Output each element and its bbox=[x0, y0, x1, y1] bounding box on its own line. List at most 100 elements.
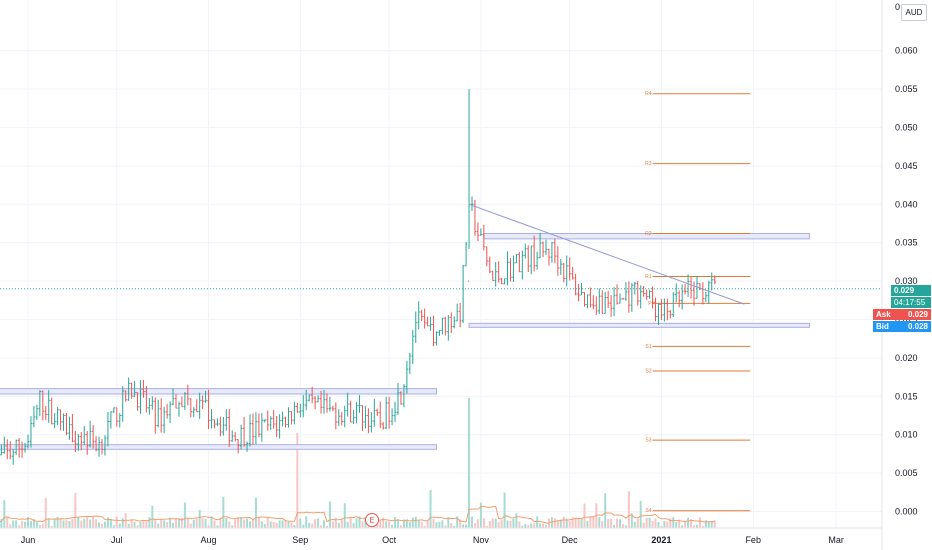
volume-bar bbox=[545, 524, 547, 528]
axis-top-partial: 0 bbox=[895, 2, 901, 12]
volume-bar bbox=[479, 502, 482, 528]
volume-bar bbox=[713, 520, 716, 528]
volume-bar bbox=[53, 519, 56, 528]
time-tick-label: Nov bbox=[473, 535, 490, 545]
volume-bar bbox=[382, 517, 385, 528]
volume-bar bbox=[704, 520, 707, 528]
volume-bar bbox=[636, 518, 639, 528]
volume-bar bbox=[296, 433, 299, 528]
volume-bar bbox=[302, 524, 305, 528]
volume-bar bbox=[660, 525, 663, 528]
volume-bar bbox=[559, 519, 562, 528]
volume-bar bbox=[177, 519, 180, 528]
volume-bar bbox=[325, 525, 328, 528]
volume-bar bbox=[198, 509, 201, 528]
volume-bar bbox=[284, 519, 287, 528]
volume-bar bbox=[172, 522, 175, 528]
volume-bar bbox=[180, 517, 183, 528]
support-resistance-zones[interactable] bbox=[0, 232, 810, 450]
time-tick-label: Jul bbox=[111, 535, 123, 545]
time-tick-label: Aug bbox=[201, 535, 217, 545]
volume-bar bbox=[553, 518, 556, 528]
volume-bar bbox=[308, 522, 311, 528]
trend-line[interactable] bbox=[468, 203, 745, 305]
volume-bar bbox=[15, 520, 18, 528]
volume-bar bbox=[101, 523, 103, 528]
volume-bar bbox=[83, 518, 86, 528]
pivot-label: S4 bbox=[645, 508, 651, 514]
price-tick-label: 0.020 bbox=[895, 353, 918, 363]
time-axis[interactable]: Jun Jul Aug Sep Oct Nov Dec 2021 Feb Mar bbox=[0, 527, 882, 545]
earnings-marker[interactable]: E bbox=[365, 513, 379, 527]
volume-bar bbox=[539, 523, 542, 528]
time-tick-label: 2021 bbox=[651, 535, 671, 545]
volume-bar bbox=[24, 521, 27, 528]
volume-bar bbox=[219, 517, 222, 528]
volume-bar bbox=[476, 519, 479, 528]
volume-bar bbox=[56, 517, 59, 528]
price-tick-label: 0.050 bbox=[895, 123, 918, 133]
volume-bar bbox=[710, 521, 713, 528]
volume-bar bbox=[586, 520, 589, 528]
volume-bar bbox=[331, 521, 334, 528]
volume-bar bbox=[423, 525, 426, 528]
volume-bar bbox=[453, 525, 456, 528]
time-tick-label: Sep bbox=[292, 535, 308, 545]
volume-bar bbox=[346, 521, 349, 528]
volume-bar bbox=[447, 517, 450, 528]
volume-bar bbox=[77, 517, 80, 528]
volume-bar bbox=[151, 505, 154, 528]
volume-bar bbox=[379, 520, 382, 528]
volume-bar bbox=[491, 518, 494, 528]
zone-rect bbox=[0, 388, 437, 395]
volume-bar bbox=[237, 517, 240, 528]
volume-bar bbox=[254, 497, 257, 528]
volume-bar bbox=[624, 525, 627, 528]
time-tick-label: Oct bbox=[382, 535, 397, 545]
volume-bar bbox=[95, 519, 98, 528]
volume-bar bbox=[222, 496, 225, 528]
time-tick-label: Dec bbox=[562, 535, 579, 545]
pivot-label: S3 bbox=[645, 438, 651, 444]
volume-bar bbox=[580, 518, 583, 528]
currency-button[interactable]: AUD bbox=[901, 4, 927, 21]
volume-bar bbox=[429, 489, 432, 528]
volume-ma-line bbox=[0, 505, 715, 524]
volume-bar bbox=[130, 519, 133, 528]
volume-bar bbox=[243, 519, 246, 528]
volume-bar bbox=[465, 524, 468, 528]
volume-bar bbox=[112, 525, 115, 528]
time-tick-label: Feb bbox=[745, 535, 761, 545]
volume-bar bbox=[571, 517, 574, 528]
trend-line-segment bbox=[468, 203, 745, 305]
volume-bar bbox=[21, 520, 24, 528]
volume-bar bbox=[249, 521, 251, 528]
volume-bar bbox=[12, 520, 15, 528]
volume-bar bbox=[139, 521, 142, 528]
time-tick-label: Mar bbox=[828, 535, 844, 545]
volume-bar bbox=[494, 518, 497, 528]
volume-bar bbox=[32, 518, 35, 528]
volume-bar bbox=[462, 524, 465, 528]
volume-bar bbox=[118, 523, 121, 528]
volume-bar bbox=[693, 525, 695, 528]
volume-bar bbox=[38, 525, 41, 528]
pivot-levels[interactable]: R4 R3 R2 R1 P S1 S2 S3 S4 bbox=[645, 91, 751, 514]
volume-bar bbox=[269, 521, 272, 528]
volume-bar bbox=[592, 516, 595, 528]
pivot-label: S1 bbox=[645, 344, 651, 350]
price-axis[interactable]: 0.0600.0550.0500.0450.0400.0350.0300.025… bbox=[881, 0, 918, 550]
volume-bar bbox=[311, 523, 314, 528]
volume-bar bbox=[707, 521, 710, 528]
volume-bar bbox=[601, 521, 604, 528]
volume-bar bbox=[355, 518, 358, 528]
volume-bar bbox=[234, 519, 237, 528]
volume-bar bbox=[402, 519, 405, 528]
volume-bar bbox=[654, 518, 657, 528]
volume-bar bbox=[488, 521, 491, 528]
volume-bar bbox=[619, 519, 621, 528]
volume-bar bbox=[323, 520, 325, 528]
volume-bar bbox=[240, 516, 243, 528]
volume-bar bbox=[574, 517, 577, 528]
